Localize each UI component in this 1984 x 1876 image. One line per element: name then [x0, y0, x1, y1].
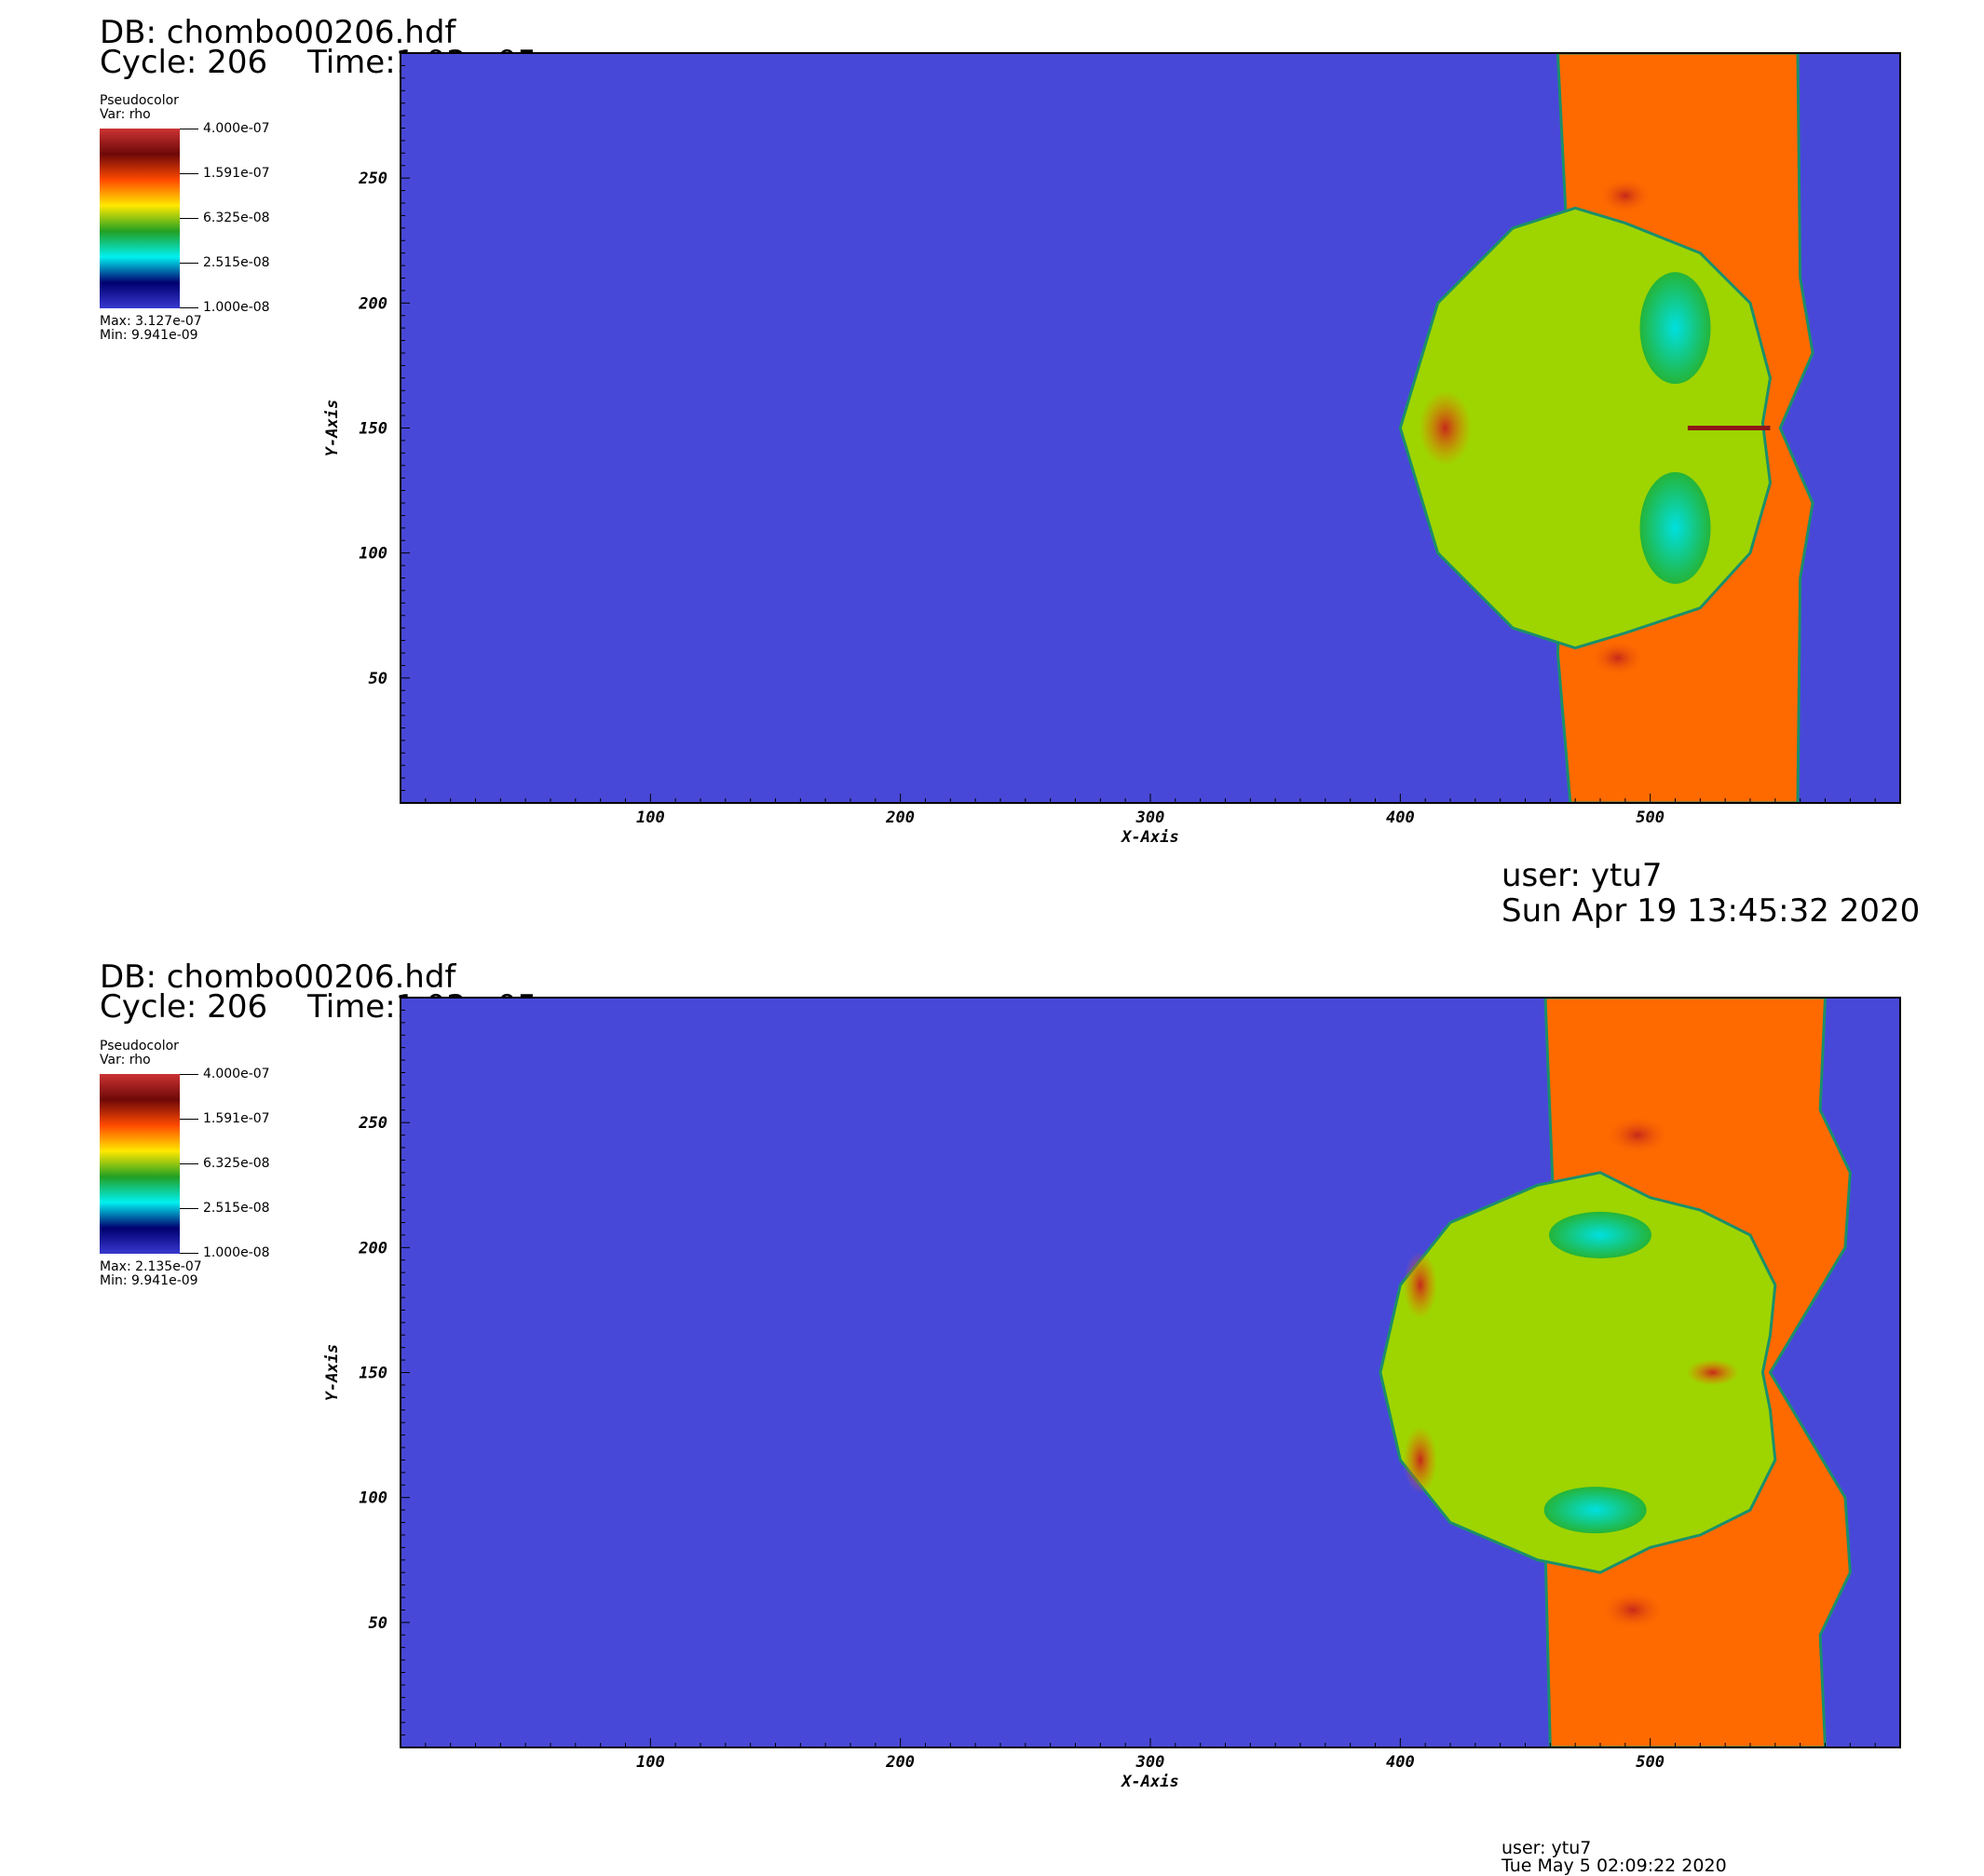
legend-var: Var: rho: [100, 107, 151, 122]
colorbar: [100, 129, 180, 308]
colorbar-tick-label: 2.515e-08: [203, 255, 270, 270]
colorbar-tick-mark: [180, 1163, 198, 1164]
legend-var: Var: rho: [100, 1053, 151, 1067]
cold-pocket: [1639, 471, 1711, 584]
cold-pocket: [1543, 1487, 1647, 1534]
heatmap-plot: 100 200 300 400 500 50 100 150 200 250 X-Axis Y-Axi…: [323, 52, 1901, 847]
y-tick-label: 50: [369, 670, 387, 688]
density-field: [1379, 998, 1852, 1747]
db-title: DB: chombo00206.hdf: [100, 958, 456, 996]
colorbar-tick-mark: [180, 173, 198, 174]
x-tick-label: 200: [885, 1753, 915, 1772]
y-tick-label: 100: [359, 1489, 387, 1508]
x-axis-title: X-Axis: [1120, 1773, 1178, 1791]
y-tick-label: 250: [358, 170, 387, 188]
x-tick-label: 100: [636, 1753, 665, 1772]
date-label: Sun Apr 19 13:45:32 2020: [1502, 892, 1921, 930]
cold-pocket: [1549, 1211, 1651, 1258]
colorbar-tick-mark: [180, 1119, 198, 1120]
y-tick-label: 200: [358, 1239, 387, 1257]
colorbar-tick-mark: [180, 1253, 198, 1254]
colorbar-tick-mark: [180, 263, 198, 264]
density-field: [1398, 53, 1814, 803]
cycle-label: Cycle: 206: [100, 44, 268, 81]
colorbar-tick-mark: [180, 218, 198, 219]
y-tick-label: 250: [358, 1114, 387, 1133]
colorbar-tick-label: 4.000e-07: [203, 121, 270, 136]
y-tick-label: 100: [359, 545, 387, 564]
x-tick-label: 300: [1135, 1753, 1165, 1772]
y-tick-label: 50: [369, 1614, 387, 1633]
max-label: Max: 3.127e-07: [100, 314, 202, 329]
heatmap-plot: 100 200 300 400 500 50 100 150 200 250 X-Axis Y-Axi…: [323, 997, 1901, 1791]
user-label: user: ytu7: [1502, 857, 1663, 894]
y-tick-label: 150: [359, 1365, 387, 1383]
colorbar-tick-mark: [180, 1074, 198, 1075]
colorbar-tick-label: 1.591e-07: [203, 1111, 270, 1126]
x-tick-label: 100: [636, 809, 665, 827]
x-tick-label: 300: [1135, 809, 1165, 827]
colorbar-tick-label: 2.515e-08: [203, 1201, 270, 1216]
y-axis-title: Y-Axis: [323, 400, 342, 456]
dense-clump: [1598, 1589, 1666, 1631]
colorbar-tick-label: 1.000e-08: [203, 300, 270, 315]
cold-pocket: [1639, 272, 1711, 385]
x-tick-label: 400: [1386, 1753, 1415, 1772]
x-tick-label: 400: [1386, 809, 1415, 827]
colorbar-tick-mark: [180, 307, 198, 308]
dense-clump: [1604, 1114, 1672, 1156]
colorbar-tick-label: 1.000e-08: [203, 1245, 270, 1260]
y-tick-label: 150: [359, 420, 387, 439]
colorbar-tick-label: 6.325e-08: [203, 1156, 270, 1171]
colorbar-tick-label: 1.591e-07: [203, 166, 270, 181]
dense-clump: [1589, 639, 1646, 677]
db-title: DB: chombo00206.hdf: [100, 14, 456, 51]
cycle-label: Cycle: 206: [100, 988, 268, 1026]
colorbar-tick-label: 4.000e-07: [203, 1067, 270, 1081]
colorbar-tick-label: 6.325e-08: [203, 211, 270, 225]
colorbar: [100, 1074, 180, 1254]
y-tick-label: 200: [358, 294, 387, 313]
legend-title: Pseudocolor: [100, 1039, 179, 1054]
date-label: Tue May 5 02:09:22 2020: [1502, 1856, 1727, 1876]
x-tick-label: 500: [1636, 809, 1665, 827]
dense-clump: [1597, 176, 1653, 214]
max-label: Max: 2.135e-07: [100, 1259, 202, 1274]
x-tick-label: 500: [1636, 1753, 1665, 1772]
dense-clump: [1403, 1426, 1437, 1494]
y-axis-title: Y-Axis: [323, 1344, 342, 1401]
dense-clump: [1686, 1359, 1739, 1386]
x-tick-label: 200: [885, 809, 915, 827]
plot-panel-2: DB: chombo00206.hdf Cycle: 206 Time:1.03…: [0, 937, 1984, 1876]
dense-clump: [1419, 390, 1472, 466]
min-label: Min: 9.941e-09: [100, 328, 198, 343]
colorbar-tick-mark: [180, 1208, 198, 1209]
legend-title: Pseudocolor: [100, 93, 179, 108]
min-label: Min: 9.941e-09: [100, 1273, 198, 1288]
dense-clump: [1403, 1251, 1437, 1319]
bubble-region: [1379, 1171, 1777, 1574]
plot-panel-1: DB: chombo00206.hdf Cycle: 206 Time:1.03…: [0, 0, 1984, 937]
user-label: user: ytu7: [1502, 1838, 1592, 1858]
x-axis-title: X-Axis: [1120, 828, 1178, 847]
